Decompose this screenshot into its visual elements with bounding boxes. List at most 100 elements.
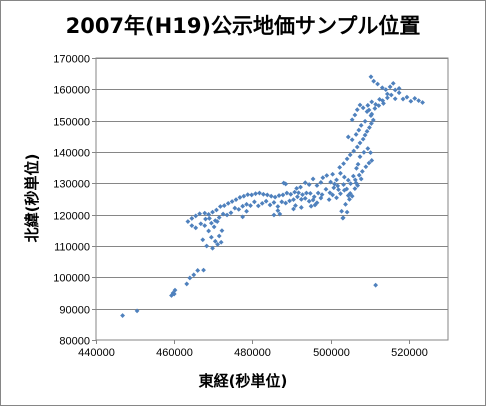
data-point (326, 197, 332, 203)
data-point (202, 223, 208, 229)
data-point (356, 172, 362, 178)
data-point (376, 103, 382, 109)
data-point (284, 190, 290, 196)
data-point (365, 102, 371, 108)
data-point (369, 99, 375, 105)
data-point (360, 136, 366, 142)
data-point (219, 228, 225, 234)
data-point (365, 146, 371, 151)
data-point (323, 186, 329, 192)
data-point (354, 107, 360, 113)
data-point (203, 216, 208, 222)
data-point (220, 211, 226, 217)
data-point (120, 313, 125, 318)
data-point (306, 198, 312, 204)
data-point (310, 197, 316, 203)
data-point (347, 152, 353, 158)
data-point (318, 195, 324, 201)
data-point (345, 193, 351, 198)
data-point (189, 216, 195, 221)
data-point (236, 206, 242, 212)
data-point (335, 183, 341, 189)
data-point (240, 203, 246, 209)
data-point (368, 150, 373, 156)
data-point (245, 192, 251, 198)
data-point (364, 128, 370, 134)
data-point (279, 199, 285, 205)
data-point (388, 92, 394, 98)
data-point (390, 80, 396, 86)
data-point (296, 190, 301, 196)
x-tick-label: 480000 (234, 347, 271, 359)
data-point (216, 233, 222, 239)
data-point (368, 74, 374, 80)
data-point (352, 177, 358, 183)
data-point (369, 158, 375, 163)
y-tick-label: 100000 (53, 273, 90, 285)
data-point (379, 85, 385, 91)
data-point (244, 201, 249, 207)
data-point (350, 173, 356, 179)
x-tick-label: 520000 (391, 347, 428, 359)
data-point (191, 272, 197, 278)
data-point (304, 190, 309, 196)
data-point (298, 184, 303, 190)
data-point (134, 308, 140, 314)
data-point (334, 195, 339, 201)
data-point (341, 161, 346, 166)
data-point (249, 192, 255, 198)
data-point (357, 102, 363, 108)
data-point (294, 185, 300, 191)
data-point (324, 173, 330, 178)
y-tick-label: 130000 (53, 179, 90, 191)
data-point (361, 149, 367, 155)
data-point (215, 242, 221, 247)
data-point (211, 224, 217, 230)
data-point (198, 221, 204, 227)
data-point (208, 234, 214, 240)
data-point (244, 208, 249, 214)
data-point (358, 176, 364, 182)
data-point (268, 193, 274, 199)
data-point (315, 190, 321, 196)
data-point (302, 180, 308, 186)
data-point (366, 125, 372, 130)
data-point (308, 203, 314, 209)
data-point (298, 196, 304, 202)
grid-lines (96, 58, 448, 310)
data-point (275, 208, 281, 213)
data-point (302, 195, 308, 201)
data-point (240, 214, 246, 220)
data-point (334, 177, 339, 183)
data-point (212, 238, 218, 244)
data-point (204, 243, 210, 249)
y-tick-label: 80000 (59, 336, 90, 348)
data-point (368, 113, 374, 119)
data-point (214, 207, 219, 213)
data-point (338, 170, 343, 176)
data-point (360, 105, 366, 111)
data-point (206, 228, 212, 234)
data-point (358, 122, 364, 128)
data-point (381, 101, 386, 106)
data-point (336, 187, 341, 192)
data-point (357, 140, 363, 146)
data-point (344, 156, 350, 162)
data-point (267, 202, 273, 208)
data-point (208, 220, 214, 226)
data-point (392, 87, 398, 93)
data-point (253, 191, 258, 197)
data-point (216, 215, 222, 220)
data-point (420, 100, 425, 105)
data-point (185, 219, 191, 224)
data-point (370, 117, 376, 123)
data-point (349, 137, 355, 143)
data-point (187, 275, 193, 281)
data-point (232, 205, 238, 211)
data-point (372, 106, 378, 111)
data-point (356, 127, 362, 133)
data-point (225, 200, 231, 206)
data-point (354, 165, 359, 171)
y-tick-label: 140000 (53, 148, 90, 160)
